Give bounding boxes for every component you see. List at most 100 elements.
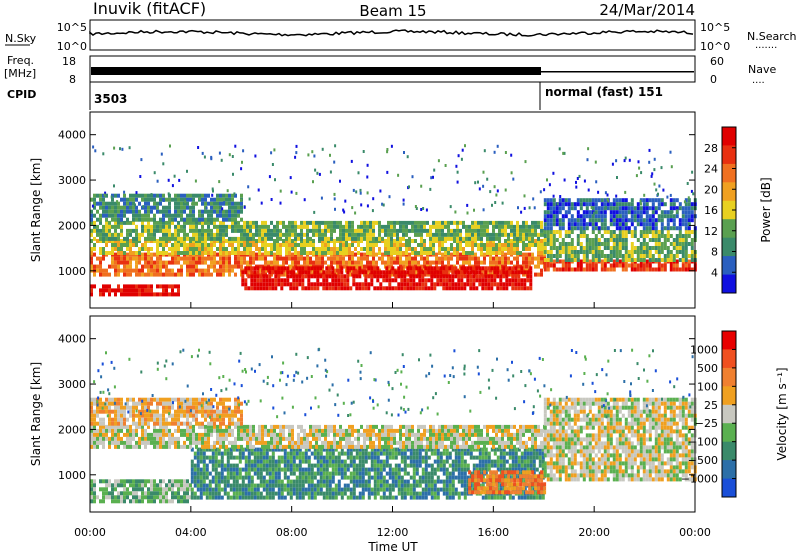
- heatmap-cell: [645, 218, 649, 223]
- freq-trace-a: [91, 67, 541, 75]
- heatmap-cell: [192, 213, 195, 218]
- heatmap-cell: [300, 228, 303, 233]
- heatmap-cell: [346, 483, 350, 488]
- heatmap-cell: [483, 260, 486, 265]
- heatmap-cell: [442, 270, 446, 275]
- heatmap-cell: [412, 270, 416, 275]
- heatmap-cell: [306, 243, 309, 247]
- heatmap-cell: [393, 243, 396, 247]
- heatmap-cell: [654, 226, 658, 231]
- heatmap-cell: [144, 209, 147, 214]
- heatmap-cell: [388, 270, 392, 275]
- heatmap-cell: [291, 224, 294, 229]
- heatmap-cell: [364, 270, 368, 275]
- heatmap-cell: [597, 206, 601, 211]
- heatmap-cell: [304, 467, 308, 472]
- heatmap-cell: [448, 278, 452, 283]
- heatmap-cell: [207, 256, 210, 261]
- heatmap-cell: [555, 218, 559, 223]
- heatmap-cell: [198, 236, 201, 241]
- heatmap-cell: [233, 192, 236, 196]
- heatmap-cell: [307, 274, 311, 279]
- heatmap-cell: [234, 251, 237, 255]
- heatmap-cell: [333, 243, 336, 247]
- heatmap-cell: [295, 266, 299, 271]
- heatmap-cell: [445, 266, 449, 271]
- heatmap-cell: [663, 267, 667, 272]
- heatmap-cell: [271, 491, 275, 496]
- heatmap-cell: [138, 487, 141, 492]
- heatmap-cell: [603, 226, 607, 231]
- heatmap-cell: [313, 487, 317, 492]
- heatmap-cell: [114, 224, 117, 229]
- heatmap-cell: [381, 252, 384, 257]
- heatmap-cell: [90, 264, 93, 269]
- heatmap-cell: [228, 239, 231, 243]
- heatmap-cell: [672, 214, 676, 219]
- heatmap-cell: [343, 483, 347, 488]
- heatmap-cell: [481, 274, 485, 279]
- heatmap-cell: [159, 260, 162, 265]
- heatmap-cell: [424, 463, 428, 468]
- heatmap-cell: [120, 224, 123, 229]
- heatmap-cell: [177, 197, 180, 202]
- heatmap-cell: [291, 247, 294, 251]
- heatmap-cell: [228, 264, 231, 269]
- heatmap-cell: [186, 220, 189, 225]
- heatmap-cell: [337, 455, 341, 460]
- heatmap-cell: [375, 252, 378, 257]
- heatmap-cell: [399, 243, 402, 247]
- heatmap-cell: [480, 224, 483, 229]
- heatmap-cell: [99, 220, 102, 225]
- heatmap-cell: [216, 201, 219, 206]
- heatmap-cell: [246, 220, 249, 225]
- heatmap-cell: [367, 491, 371, 496]
- heatmap-cell: [349, 447, 353, 452]
- heatmap-cell: [217, 487, 221, 492]
- heatmap-cell: [539, 190, 542, 194]
- heatmap-cell: [132, 268, 135, 273]
- heatmap-cell: [465, 251, 468, 255]
- heatmap-cell: [298, 447, 302, 452]
- heatmap-cell: [456, 251, 459, 255]
- heatmap-cell: [207, 201, 210, 206]
- heatmap-cell: [316, 463, 320, 468]
- nsearch-tick-low: 10^0: [700, 40, 730, 53]
- heatmap-cell: [394, 455, 398, 460]
- heatmap-cell: [307, 286, 311, 291]
- heatmap-cell: [295, 483, 299, 488]
- heatmap-cell: [153, 213, 156, 218]
- heatmap-cell: [165, 284, 168, 289]
- heatmap-cell: [237, 201, 240, 206]
- heatmap-cell: [153, 205, 156, 210]
- heatmap-cell: [132, 193, 135, 198]
- heatmap-cell: [322, 459, 326, 464]
- heatmap-cell: [295, 191, 298, 195]
- heatmap-cell: [205, 475, 209, 480]
- heatmap-cell: [561, 206, 565, 211]
- heatmap-cell: [246, 247, 249, 251]
- heatmap-cell: [138, 495, 141, 500]
- heatmap-cell: [186, 197, 189, 202]
- heatmap-cell: [135, 292, 138, 297]
- heatmap-cell: [361, 487, 365, 492]
- heatmap-cell: [388, 278, 392, 283]
- heatmap-cell: [114, 260, 117, 265]
- heatmap-cell: [439, 274, 443, 279]
- heatmap-cell: [294, 243, 297, 247]
- heatmap-cell: [295, 467, 299, 472]
- heatmap-cell: [624, 202, 628, 207]
- heatmap-cell: [313, 274, 317, 279]
- heatmap-cell: [156, 268, 159, 273]
- heatmap-cell: [675, 226, 679, 231]
- heatmap-cell: [352, 455, 356, 460]
- heatmap-cell: [481, 278, 485, 283]
- heatmap-cell: [114, 252, 117, 257]
- heatmap-cell: [357, 171, 360, 175]
- heatmap-cell: [237, 236, 240, 241]
- heatmap-cell: [244, 475, 248, 480]
- heatmap-cell: [510, 243, 513, 247]
- heatmap-cell: [585, 242, 589, 246]
- heatmap-cell: [439, 270, 443, 275]
- heatmap-cell: [451, 463, 455, 468]
